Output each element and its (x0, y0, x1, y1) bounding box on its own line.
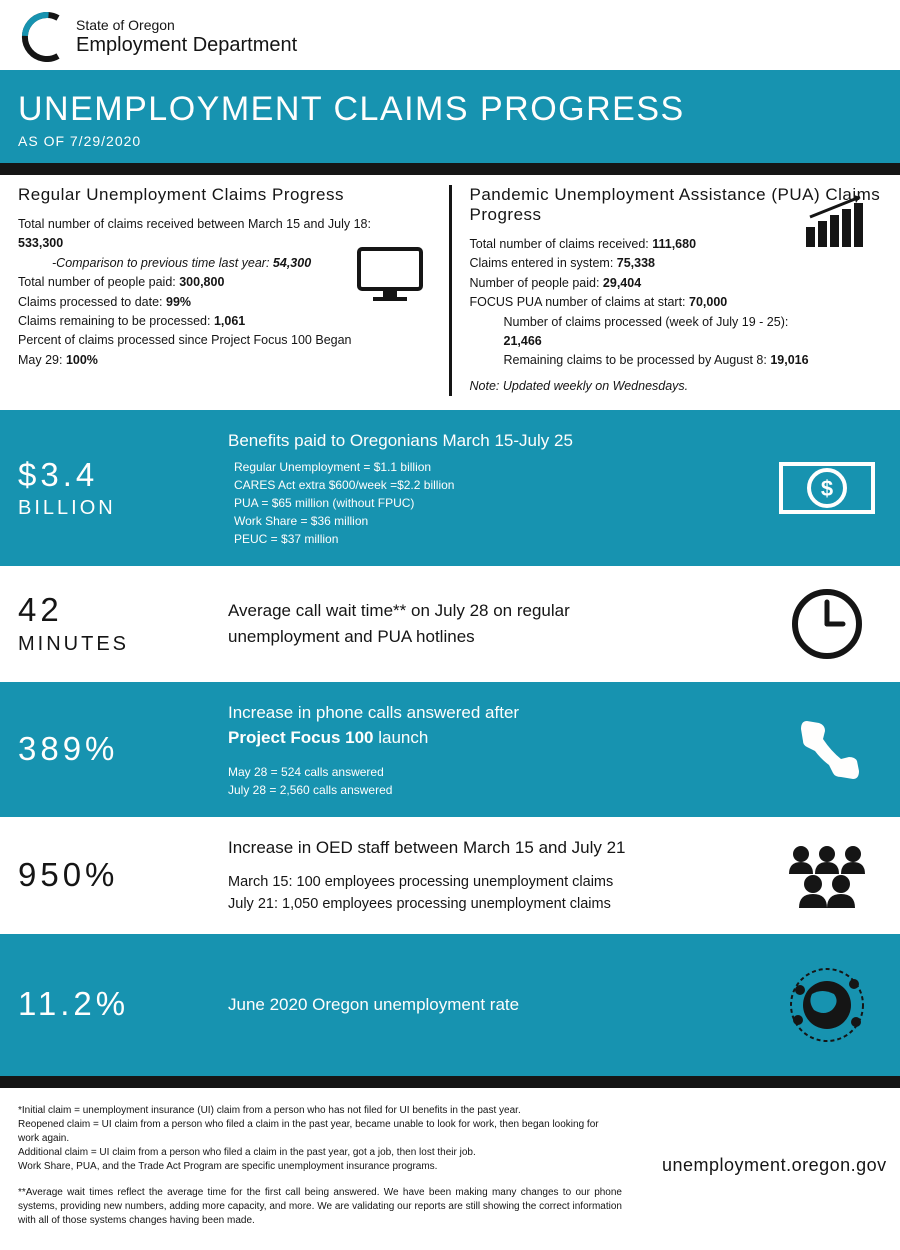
logo-line1: State of Oregon (76, 18, 297, 33)
benefits-body: Benefits paid to Oregonians March 15-Jul… (228, 428, 772, 548)
benefits-value: $3.4 BILLION (18, 457, 228, 519)
calls-band: 389% Increase in phone calls answered af… (0, 682, 900, 817)
bar-chart-icon (804, 193, 876, 256)
people-icon (772, 840, 882, 910)
regular-heading: Regular Unemployment Claims Progress (18, 185, 431, 205)
footer: *Initial claim = unemployment insurance … (0, 1088, 900, 1250)
logo-header: State of Oregon Employment Department (0, 0, 900, 70)
footer-url: unemployment.oregon.gov (662, 1155, 882, 1176)
staff-value: 950% (18, 857, 228, 893)
footer-notes: *Initial claim = unemployment insurance … (18, 1104, 622, 1228)
calls-body: Increase in phone calls answered afterPr… (228, 700, 772, 799)
staff-band: 950% Increase in OED staff between March… (0, 817, 900, 934)
pua-claims-col: Pandemic Unemployment Assistance (PUA) C… (452, 185, 883, 396)
calls-value: 389% (18, 731, 228, 767)
svg-text:$: $ (821, 476, 833, 501)
rate-value: 11.2% (18, 986, 228, 1022)
globe-virus-icon (772, 962, 882, 1048)
footnote-2: **Average wait times reflect the average… (18, 1186, 622, 1228)
logo-line2: Employment Department (76, 34, 297, 56)
page-subtitle: AS OF 7/29/2020 (18, 133, 882, 149)
page-title: UNEMPLOYMENT CLAIMS PROGRESS (18, 90, 882, 129)
footnote-1: *Initial claim = unemployment insurance … (18, 1104, 622, 1174)
dollar-bill-icon: $ (772, 458, 882, 518)
wait-value: 42 MINUTES (18, 592, 228, 654)
benefits-band: $3.4 BILLION Benefits paid to Oregonians… (0, 410, 900, 566)
clock-icon (772, 584, 882, 664)
monitor-icon (355, 245, 425, 310)
pua-note: Note: Updated weekly on Wednesdays. (470, 377, 883, 396)
wait-band: 42 MINUTES Average call wait time** on J… (0, 566, 900, 682)
staff-body: Increase in OED staff between March 15 a… (228, 835, 772, 916)
logo-text: State of Oregon Employment Department (76, 18, 297, 55)
title-bar: UNEMPLOYMENT CLAIMS PROGRESS AS OF 7/29/… (0, 70, 900, 163)
logo-arc-icon (18, 12, 68, 62)
rate-body: June 2020 Oregon unemployment rate (228, 992, 772, 1018)
wait-body: Average call wait time** on July 28 on r… (228, 598, 608, 649)
divider (0, 1076, 900, 1088)
regular-claims-col: Regular Unemployment Claims Progress Tot… (18, 185, 452, 396)
divider (0, 163, 900, 175)
rate-band: 11.2% June 2020 Oregon unemployment rate (0, 934, 900, 1076)
phone-icon (772, 709, 882, 789)
claims-section: Regular Unemployment Claims Progress Tot… (0, 175, 900, 410)
